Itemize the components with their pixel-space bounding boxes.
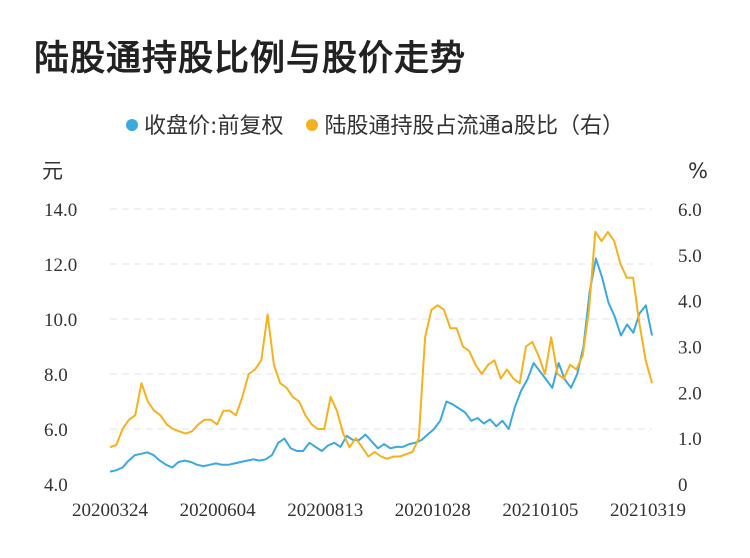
y-left-tick-label: 14.0 (44, 200, 77, 221)
series-line-price (109, 257, 653, 473)
legend: 收盘价:前复权 陆股通持股占流通a股比（右） (0, 108, 750, 140)
y-right-tick-label: 5.0 (678, 246, 702, 267)
y-right-tick-label: 3.0 (678, 338, 702, 359)
x-tick-label: 20210319 (610, 500, 686, 521)
legend-item-price[interactable]: 收盘价:前复权 (126, 108, 283, 140)
legend-dot-icon (126, 119, 139, 131)
series-lines (109, 230, 653, 473)
y-left-ticks: 14.0 12.0 10.0 8.0 6.0 4.0 (44, 200, 77, 496)
y-right-tick-label: 2.0 (678, 383, 702, 404)
y-right-tick-label: 0 (678, 475, 688, 496)
legend-label-price: 收盘价:前复权 (144, 114, 284, 139)
legend-label-holding: 陆股通持股占流通a股比（右） (324, 114, 624, 139)
y-right-ticks: 6.0 5.0 4.0 3.0 2.0 1.0 0 (678, 200, 702, 496)
x-tick-label: 20210105 (502, 500, 578, 521)
y-left-unit-label: 元 (42, 159, 63, 183)
x-tick-label: 20201028 (395, 500, 471, 521)
x-tick-label: 20200324 (72, 500, 149, 521)
y-left-tick-label: 4.0 (44, 475, 68, 496)
x-tick-label: 20200813 (287, 500, 363, 521)
y-left-tick-label: 8.0 (44, 365, 68, 386)
y-right-tick-label: 6.0 (678, 200, 702, 221)
x-tick-label: 20200604 (180, 500, 257, 521)
legend-item-holding[interactable]: 陆股通持股占流通a股比（右） (306, 108, 624, 140)
grid-lines (110, 208, 652, 430)
series-line-holding (109, 230, 653, 460)
y-left-tick-label: 10.0 (44, 310, 77, 331)
y-left-tick-label: 6.0 (44, 420, 68, 441)
y-left-tick-label: 12.0 (44, 255, 77, 276)
chart-title: 陆股通持股比例与股价走势 (34, 39, 467, 79)
y-right-tick-label: 4.0 (678, 292, 702, 313)
y-right-tick-label: 1.0 (678, 429, 702, 450)
x-ticks: 20200324 20200604 20200813 20201028 20210105… (72, 500, 686, 521)
y-right-unit-label: % (688, 159, 708, 183)
legend-dot-icon (306, 119, 319, 131)
